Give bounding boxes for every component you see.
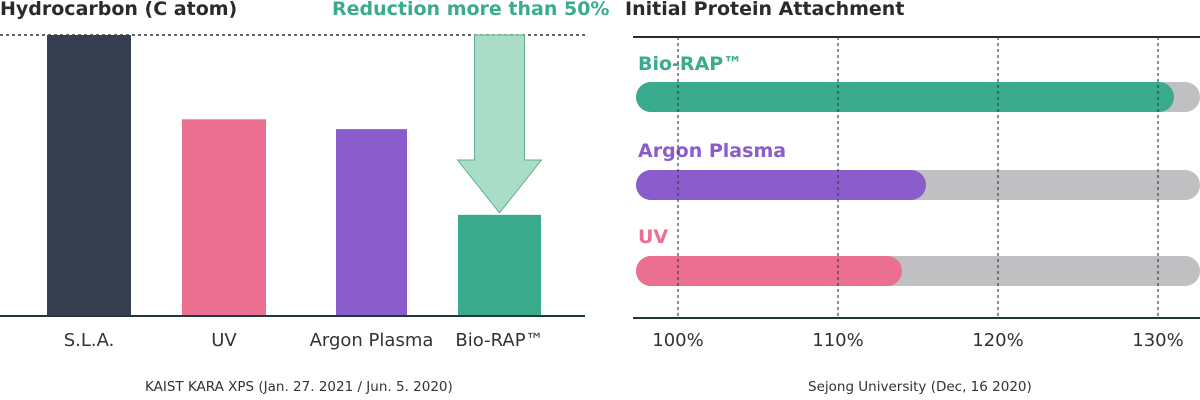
x-tick-label: 130% bbox=[1132, 330, 1183, 351]
series-label: Bio-RAP™ bbox=[638, 53, 742, 75]
x-tick-label: 110% bbox=[812, 330, 863, 351]
right-chart-source: Sejong University (Dec, 16 2020) bbox=[808, 379, 1032, 395]
value-bar-0 bbox=[636, 82, 1174, 112]
left-chart-source: KAIST KARA XPS (Jan. 27. 2021 / Jun. 5. … bbox=[145, 379, 453, 395]
x-tick-label: 100% bbox=[652, 330, 703, 351]
bar-2 bbox=[336, 129, 407, 316]
x-tick-label: Bio-RAP™ bbox=[455, 330, 543, 351]
reduction-arrow bbox=[456, 34, 543, 214]
value-bar-2 bbox=[636, 256, 902, 286]
right-chart-title: Initial Protein Attachment bbox=[625, 0, 905, 20]
reduction-annotation: Reduction more than 50% bbox=[332, 0, 610, 20]
series-label: Argon Plasma bbox=[638, 140, 786, 162]
bar-1 bbox=[182, 119, 266, 316]
bar-3 bbox=[458, 214, 541, 316]
left-chart-title: Hydrocarbon (C atom) bbox=[0, 0, 238, 20]
value-bar-1 bbox=[636, 170, 926, 200]
x-tick-label: S.L.A. bbox=[64, 330, 115, 351]
series-label: UV bbox=[638, 226, 668, 248]
x-tick-label: Argon Plasma bbox=[310, 330, 434, 351]
bar-0 bbox=[47, 35, 131, 316]
x-tick-label: UV bbox=[211, 330, 237, 351]
x-tick-label: 120% bbox=[972, 330, 1023, 351]
